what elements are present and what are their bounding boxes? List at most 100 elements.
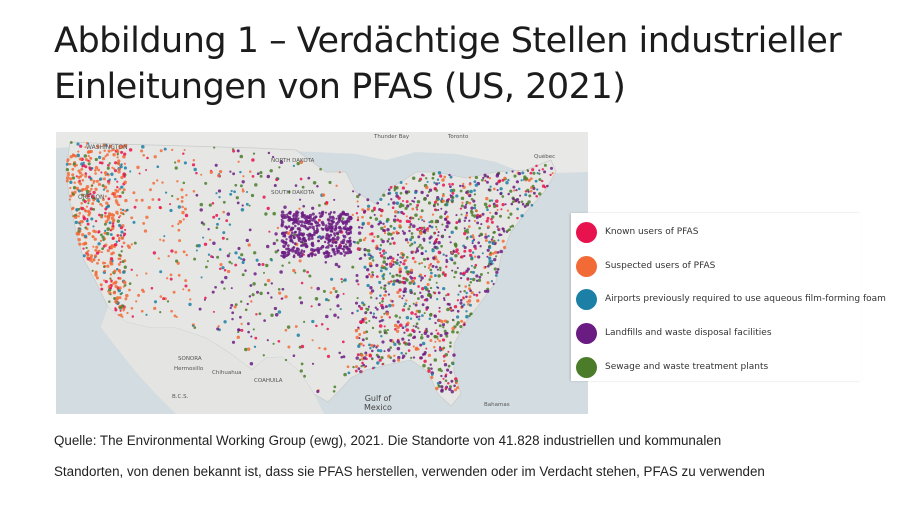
site-marker <box>413 276 417 280</box>
site-marker <box>356 297 359 300</box>
site-marker <box>433 231 437 235</box>
site-marker <box>383 350 386 353</box>
site-marker <box>420 226 424 231</box>
site-marker <box>309 252 312 255</box>
site-marker <box>128 288 131 292</box>
site-marker <box>315 231 318 235</box>
site-marker <box>247 347 251 351</box>
site-marker <box>450 390 454 394</box>
site-marker <box>109 273 113 276</box>
site-marker <box>314 215 318 219</box>
site-marker <box>332 390 336 393</box>
site-marker <box>423 312 426 315</box>
site-marker <box>130 243 133 246</box>
site-marker <box>484 179 487 182</box>
site-marker <box>369 216 372 220</box>
site-marker <box>83 234 88 238</box>
site-marker <box>387 293 391 296</box>
site-marker <box>204 296 207 300</box>
site-marker <box>92 198 95 202</box>
site-marker <box>401 186 406 190</box>
site-marker <box>402 276 406 280</box>
site-marker <box>311 319 315 324</box>
site-marker <box>69 180 73 185</box>
site-marker <box>233 305 237 309</box>
site-marker <box>469 235 473 239</box>
site-marker <box>445 258 448 262</box>
site-marker <box>207 253 211 256</box>
site-marker <box>81 233 85 237</box>
site-marker <box>478 291 481 294</box>
site-marker <box>259 171 263 175</box>
site-marker <box>401 280 405 284</box>
site-marker <box>349 231 352 235</box>
legend-swatch-suspected-users <box>576 255 597 277</box>
site-marker <box>382 228 386 232</box>
site-marker <box>509 212 513 216</box>
site-marker <box>415 206 418 209</box>
site-marker <box>337 225 342 230</box>
site-marker <box>73 190 77 194</box>
site-marker <box>368 273 371 276</box>
site-marker <box>377 222 381 226</box>
site-marker <box>320 220 325 225</box>
site-marker <box>454 379 459 383</box>
site-marker <box>104 211 107 215</box>
site-marker <box>106 249 110 253</box>
site-marker <box>121 208 125 212</box>
site-marker <box>443 175 447 179</box>
site-marker <box>114 243 118 247</box>
site-marker <box>101 157 106 161</box>
site-marker <box>75 163 78 167</box>
site-marker <box>415 249 420 253</box>
site-marker <box>107 197 111 201</box>
site-marker <box>117 269 121 272</box>
site-marker <box>490 199 494 202</box>
site-marker <box>316 286 320 291</box>
site-marker <box>363 317 367 321</box>
site-marker <box>257 262 261 267</box>
site-marker <box>455 323 459 326</box>
site-marker <box>460 204 464 208</box>
site-marker <box>324 224 328 227</box>
site-marker <box>393 220 397 223</box>
site-marker <box>381 274 385 278</box>
site-marker <box>103 149 106 153</box>
site-marker <box>418 179 421 183</box>
site-marker <box>100 287 104 291</box>
site-marker <box>217 325 220 328</box>
site-marker <box>65 162 69 166</box>
site-marker <box>366 283 370 288</box>
site-marker <box>94 157 98 162</box>
site-marker <box>119 226 123 230</box>
site-marker <box>358 358 362 362</box>
site-marker <box>380 315 383 319</box>
legend-item-airports: Airports previously required to use aque… <box>576 287 886 311</box>
site-marker <box>496 189 499 192</box>
site-marker <box>416 199 421 204</box>
site-marker <box>108 221 112 225</box>
site-marker <box>298 254 302 258</box>
site-marker <box>167 254 170 258</box>
site-marker <box>239 300 243 303</box>
site-marker <box>473 180 477 183</box>
label-bahamas: Bahamas <box>484 402 510 408</box>
site-marker <box>417 348 420 351</box>
site-marker <box>71 176 76 180</box>
site-marker <box>324 298 329 302</box>
site-marker <box>123 152 127 156</box>
site-marker <box>444 273 447 276</box>
site-marker <box>428 188 433 192</box>
site-marker <box>328 243 331 247</box>
site-marker <box>108 213 112 217</box>
site-marker <box>106 189 109 193</box>
site-marker <box>261 262 265 267</box>
site-marker <box>427 266 430 270</box>
site-marker <box>323 347 327 351</box>
site-marker <box>375 346 378 349</box>
site-marker <box>78 222 81 225</box>
site-marker <box>468 176 472 179</box>
site-marker <box>384 294 387 297</box>
site-marker <box>240 257 243 260</box>
site-marker <box>108 144 113 148</box>
